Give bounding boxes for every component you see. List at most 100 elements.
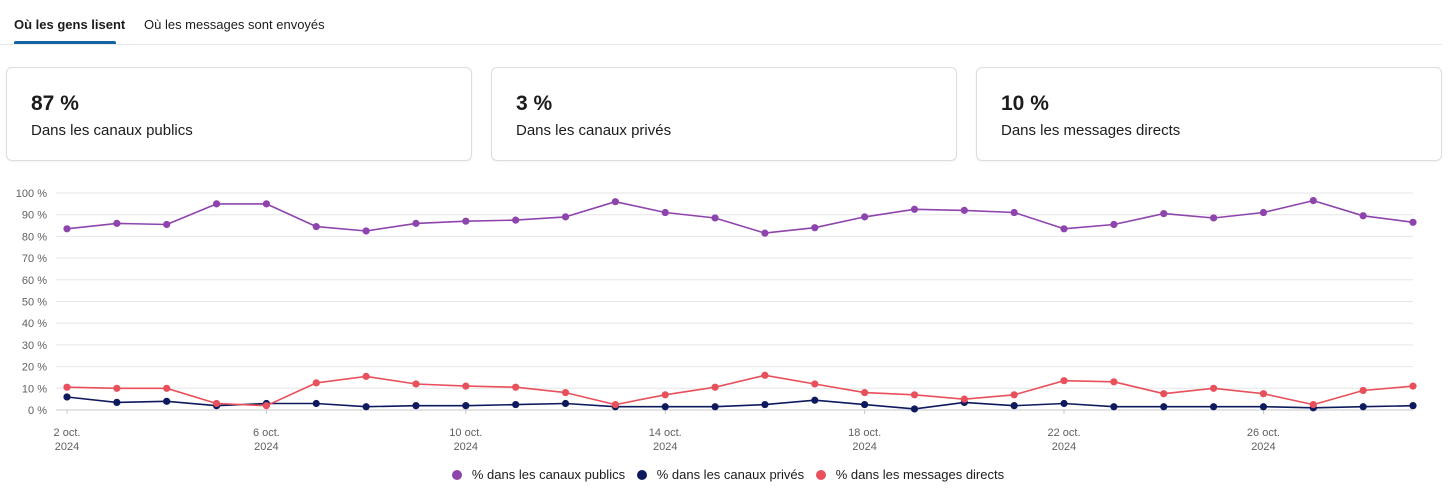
- data-point-1: [1060, 399, 1068, 408]
- data-point-0: [1010, 208, 1018, 217]
- legend-label: % dans les canaux publics: [471, 467, 626, 482]
- data-point-0: [811, 224, 819, 232]
- data-point-1: [412, 402, 420, 410]
- x-tick-year: 2024: [1251, 441, 1275, 453]
- data-point-0: [1110, 220, 1118, 229]
- x-tick-label: 14 oct.: [649, 427, 682, 439]
- data-point-2: [1259, 390, 1268, 398]
- data-point-2: [63, 383, 71, 391]
- data-point-0: [362, 227, 370, 235]
- data-point-2: [1209, 384, 1218, 392]
- y-tick-label: 80 %: [22, 231, 47, 243]
- data-point-1: [163, 397, 171, 405]
- x-tick-label: 18 oct.: [848, 427, 881, 439]
- data-point-0: [462, 217, 470, 225]
- data-point-0: [761, 229, 769, 237]
- legend-item-public[interactable]: % dans les canaux publics: [451, 467, 626, 482]
- y-tick-label: 100 %: [16, 188, 47, 200]
- stat-label: Dans les messages directs: [1001, 122, 1181, 139]
- line-chart: 0 % 10 % 20 % 30 % 40 % 50 % 60 % 70 % 80 % 90 % 1…: [16, 188, 1417, 453]
- active-tab-indicator: [14, 41, 116, 44]
- x-tick-label: 2 oct.: [54, 427, 81, 439]
- series-line-2: [66, 374, 1414, 407]
- data-point-2: [1060, 377, 1068, 385]
- data-point-1: [63, 393, 71, 401]
- data-point-0: [910, 205, 919, 213]
- data-point-0: [412, 219, 420, 227]
- data-point-2: [661, 391, 669, 399]
- legend-item-private[interactable]: % dans les canaux privés: [636, 467, 805, 482]
- data-point-2: [1359, 386, 1367, 395]
- data-point-2: [113, 384, 121, 392]
- y-tick-label: 90 %: [22, 210, 47, 222]
- tab-where-people-read[interactable]: Où les gens lisent: [14, 17, 126, 32]
- data-point-0: [1409, 218, 1417, 226]
- data-point-2: [1309, 400, 1317, 409]
- data-point-2: [561, 389, 570, 397]
- legend-dot-private: [636, 469, 647, 480]
- data-point-2: [1110, 378, 1118, 386]
- data-point-1: [312, 399, 320, 408]
- data-point-2: [611, 400, 619, 409]
- legend-dot-direct: [815, 469, 826, 480]
- legend-label: % dans les canaux privés: [656, 467, 805, 482]
- data-point-0: [113, 219, 121, 227]
- data-point-0: [163, 220, 171, 229]
- y-tick-label: 70 %: [22, 253, 47, 265]
- tab-bar: Où les gens lisent Où les messages sont …: [0, 0, 1442, 45]
- data-point-0: [262, 200, 271, 208]
- y-tick-label: 40 %: [22, 318, 47, 330]
- data-point-2: [1160, 390, 1168, 398]
- data-point-1: [711, 403, 719, 411]
- stat-label: Dans les canaux privés: [516, 122, 672, 139]
- data-point-0: [960, 206, 968, 214]
- data-point-2: [312, 379, 320, 387]
- data-point-1: [811, 396, 819, 404]
- data-point-2: [512, 383, 520, 391]
- x-tick-year: 2024: [254, 441, 278, 453]
- data-point-0: [512, 216, 520, 224]
- data-point-2: [811, 380, 819, 388]
- data-point-2: [761, 371, 769, 379]
- y-tick-label: 50 %: [22, 297, 47, 309]
- data-point-0: [63, 225, 71, 233]
- data-point-1: [362, 403, 370, 411]
- data-point-2: [262, 402, 271, 410]
- data-point-1: [1209, 403, 1218, 411]
- data-point-0: [711, 214, 719, 222]
- data-point-0: [1309, 196, 1317, 205]
- data-point-1: [1409, 402, 1417, 410]
- data-point-2: [861, 389, 869, 397]
- data-point-1: [761, 400, 769, 409]
- data-point-2: [362, 372, 370, 380]
- data-point-2: [212, 399, 221, 408]
- data-point-1: [1359, 403, 1367, 411]
- data-point-0: [1060, 225, 1068, 233]
- data-point-1: [1160, 403, 1168, 411]
- data-point-0: [1259, 208, 1268, 217]
- chart-legend: % dans les canaux publics % dans les can…: [0, 467, 1456, 483]
- tab-where-messages-sent[interactable]: Où les messages sont envoyés: [144, 17, 325, 32]
- data-point-1: [1259, 403, 1268, 411]
- series-line-1: [66, 396, 1414, 410]
- data-point-1: [561, 399, 570, 408]
- stat-label: Dans les canaux publics: [31, 122, 193, 139]
- data-point-2: [462, 382, 470, 390]
- data-point-0: [561, 213, 570, 221]
- data-point-0: [1160, 210, 1168, 218]
- data-point-0: [312, 223, 320, 231]
- data-point-1: [910, 405, 919, 413]
- data-point-0: [1209, 214, 1218, 222]
- data-point-1: [861, 400, 869, 409]
- data-point-1: [512, 400, 520, 409]
- legend-item-direct[interactable]: % dans les messages directs: [815, 467, 1004, 482]
- data-point-0: [1359, 212, 1367, 220]
- stat-card-direct: 10 % Dans les messages directs: [976, 67, 1442, 161]
- x-tick-label: 10 oct.: [449, 427, 482, 439]
- stat-card-private: 3 % Dans les canaux privés: [491, 67, 957, 161]
- y-tick-label: 60 %: [22, 275, 47, 287]
- data-point-1: [1110, 403, 1118, 411]
- data-point-2: [163, 384, 171, 392]
- data-point-0: [212, 200, 221, 208]
- x-tick-label: 6 oct.: [253, 427, 280, 439]
